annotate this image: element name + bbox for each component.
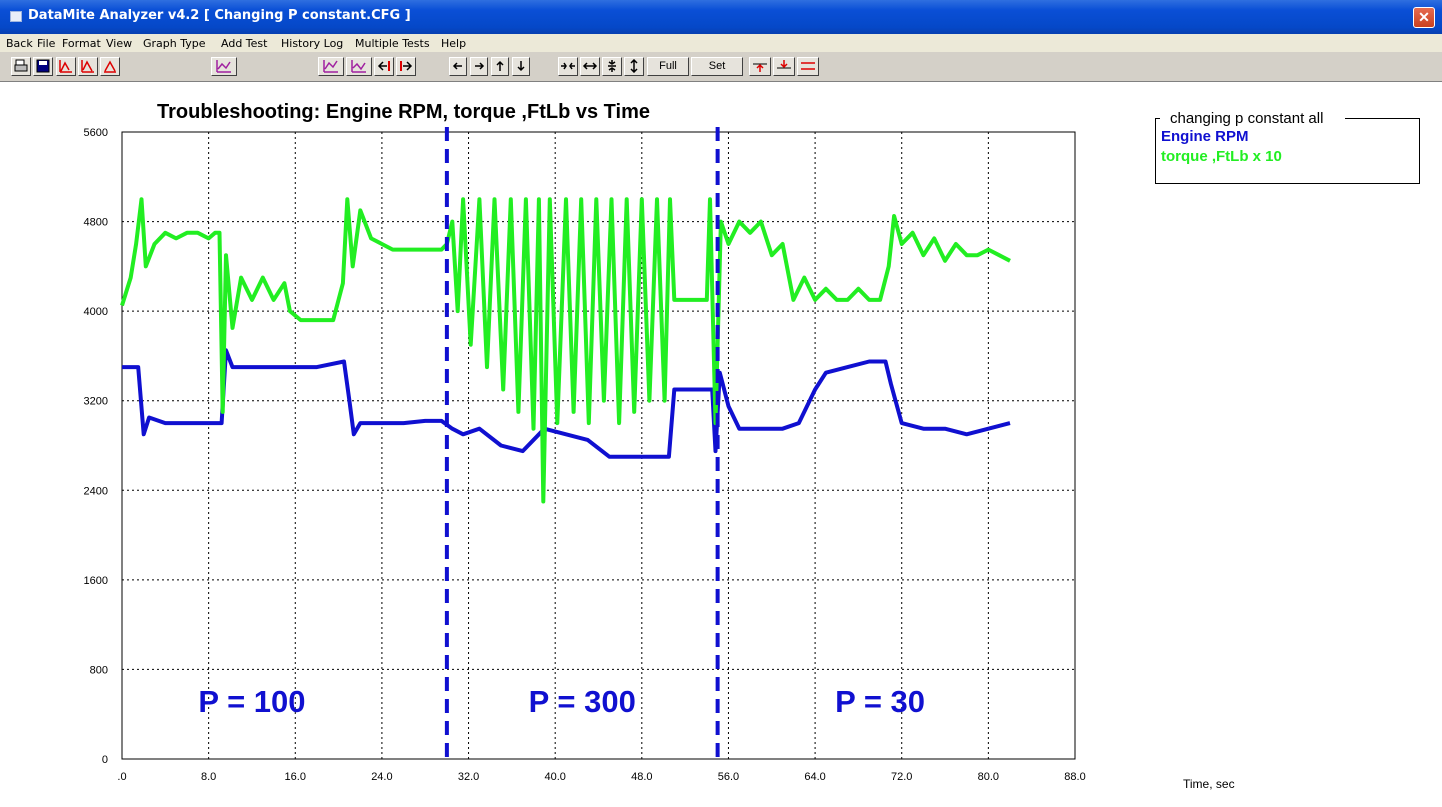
compress-horizontal-icon[interactable] bbox=[558, 57, 578, 76]
expand-horizontal-icon[interactable] bbox=[580, 57, 600, 76]
arrow-right-icon[interactable] bbox=[470, 57, 488, 76]
chart[interactable]: Troubleshooting: Engine RPM, torque ,FtL… bbox=[0, 82, 1442, 807]
save-icon[interactable] bbox=[33, 57, 53, 76]
menu-bar: Back File Format View Graph Type Add Tes… bbox=[0, 34, 1442, 52]
menu-multiple-tests[interactable]: Multiple Tests bbox=[355, 37, 430, 50]
x-tick-label: 56.0 bbox=[718, 771, 739, 783]
phase-label: P = 300 bbox=[529, 684, 636, 719]
app-icon[interactable] bbox=[10, 11, 22, 22]
graph-zoom-b-icon[interactable] bbox=[346, 57, 372, 76]
graph-red-c-icon[interactable] bbox=[100, 57, 120, 76]
x-tick-label: 72.0 bbox=[891, 771, 912, 783]
y-tick-label: 4000 bbox=[84, 306, 108, 318]
x-tick-label: 80.0 bbox=[978, 771, 999, 783]
x-tick-label: 16.0 bbox=[285, 771, 306, 783]
graph-zoom-a-icon[interactable] bbox=[318, 57, 344, 76]
menu-add-test[interactable]: Add Test bbox=[221, 37, 268, 50]
y-tick-label: 1600 bbox=[84, 575, 108, 587]
y-tick-label: 2400 bbox=[84, 485, 108, 497]
x-tick-label: 64.0 bbox=[804, 771, 825, 783]
x-tick-label: 40.0 bbox=[544, 771, 565, 783]
window-title: DataMite Analyzer v4.2 [ Changing P cons… bbox=[28, 8, 411, 23]
nav-left-bar-icon[interactable] bbox=[374, 57, 394, 76]
arrow-up-icon[interactable] bbox=[491, 57, 509, 76]
x-tick-label: 32.0 bbox=[458, 771, 479, 783]
legend-title: changing p constant all bbox=[1167, 110, 1327, 127]
legend-entry-torque: torque ,FtLb x 10 bbox=[1161, 148, 1282, 165]
toolbar: Full View Set Scales bbox=[0, 52, 1442, 82]
x-axis-label: Time, sec bbox=[1183, 777, 1235, 791]
marker-a-icon[interactable] bbox=[749, 57, 771, 76]
x-tick-label: 8.0 bbox=[201, 771, 216, 783]
graph-red-b-icon[interactable] bbox=[78, 57, 98, 76]
menu-view[interactable]: View bbox=[106, 37, 133, 50]
x-tick-label: 48.0 bbox=[631, 771, 652, 783]
graph-purple-icon[interactable] bbox=[211, 57, 237, 76]
menu-format[interactable]: Format bbox=[62, 37, 101, 50]
chart-area[interactable]: Troubleshooting: Engine RPM, torque ,FtL… bbox=[0, 82, 1442, 807]
full-view-button[interactable]: Full View bbox=[647, 57, 689, 76]
y-tick-label: 3200 bbox=[84, 396, 108, 408]
menu-history-log[interactable]: History Log bbox=[281, 37, 344, 50]
arrow-down-icon[interactable] bbox=[512, 57, 530, 76]
y-tick-label: 5600 bbox=[84, 127, 108, 139]
chart-title: Troubleshooting: Engine RPM, torque ,FtL… bbox=[157, 101, 650, 123]
legend-header: changing p constant all bbox=[1155, 110, 1420, 127]
menu-file[interactable]: File bbox=[37, 37, 56, 50]
menu-help[interactable]: Help bbox=[441, 37, 467, 50]
compress-vertical-icon[interactable] bbox=[602, 57, 622, 76]
y-tick-label: 800 bbox=[90, 664, 108, 676]
marker-c-icon[interactable] bbox=[797, 57, 819, 76]
phase-label: P = 100 bbox=[198, 684, 305, 719]
x-tick-label: .0 bbox=[117, 771, 126, 783]
legend: Engine RPM torque ,FtLb x 10 bbox=[1155, 118, 1420, 184]
y-tick-label: 0 bbox=[102, 754, 108, 766]
expand-vertical-icon[interactable] bbox=[624, 57, 644, 76]
menu-back[interactable]: Back bbox=[6, 37, 33, 50]
arrow-left-icon[interactable] bbox=[449, 57, 467, 76]
series-line-engine-rpm bbox=[122, 348, 1011, 459]
plot-frame bbox=[121, 131, 1076, 760]
x-tick-label: 88.0 bbox=[1064, 771, 1085, 783]
nav-right-bar-icon[interactable] bbox=[396, 57, 416, 76]
marker-b-icon[interactable] bbox=[773, 57, 795, 76]
close-button[interactable]: ✕ bbox=[1413, 7, 1435, 28]
x-tick-label: 24.0 bbox=[371, 771, 392, 783]
y-tick-label: 4800 bbox=[84, 217, 108, 229]
print-icon[interactable] bbox=[11, 57, 31, 76]
title-bar[interactable]: DataMite Analyzer v4.2 [ Changing P cons… bbox=[0, 0, 1442, 34]
phase-label: P = 30 bbox=[835, 684, 925, 719]
series-line-torque-ftlb-x-10 bbox=[120, 197, 1011, 504]
graph-red-a-icon[interactable] bbox=[56, 57, 76, 76]
legend-entry-engine-rpm: Engine RPM bbox=[1161, 128, 1249, 145]
set-scales-button[interactable]: Set Scales bbox=[691, 57, 743, 76]
menu-graph-type[interactable]: Graph Type bbox=[143, 37, 206, 50]
